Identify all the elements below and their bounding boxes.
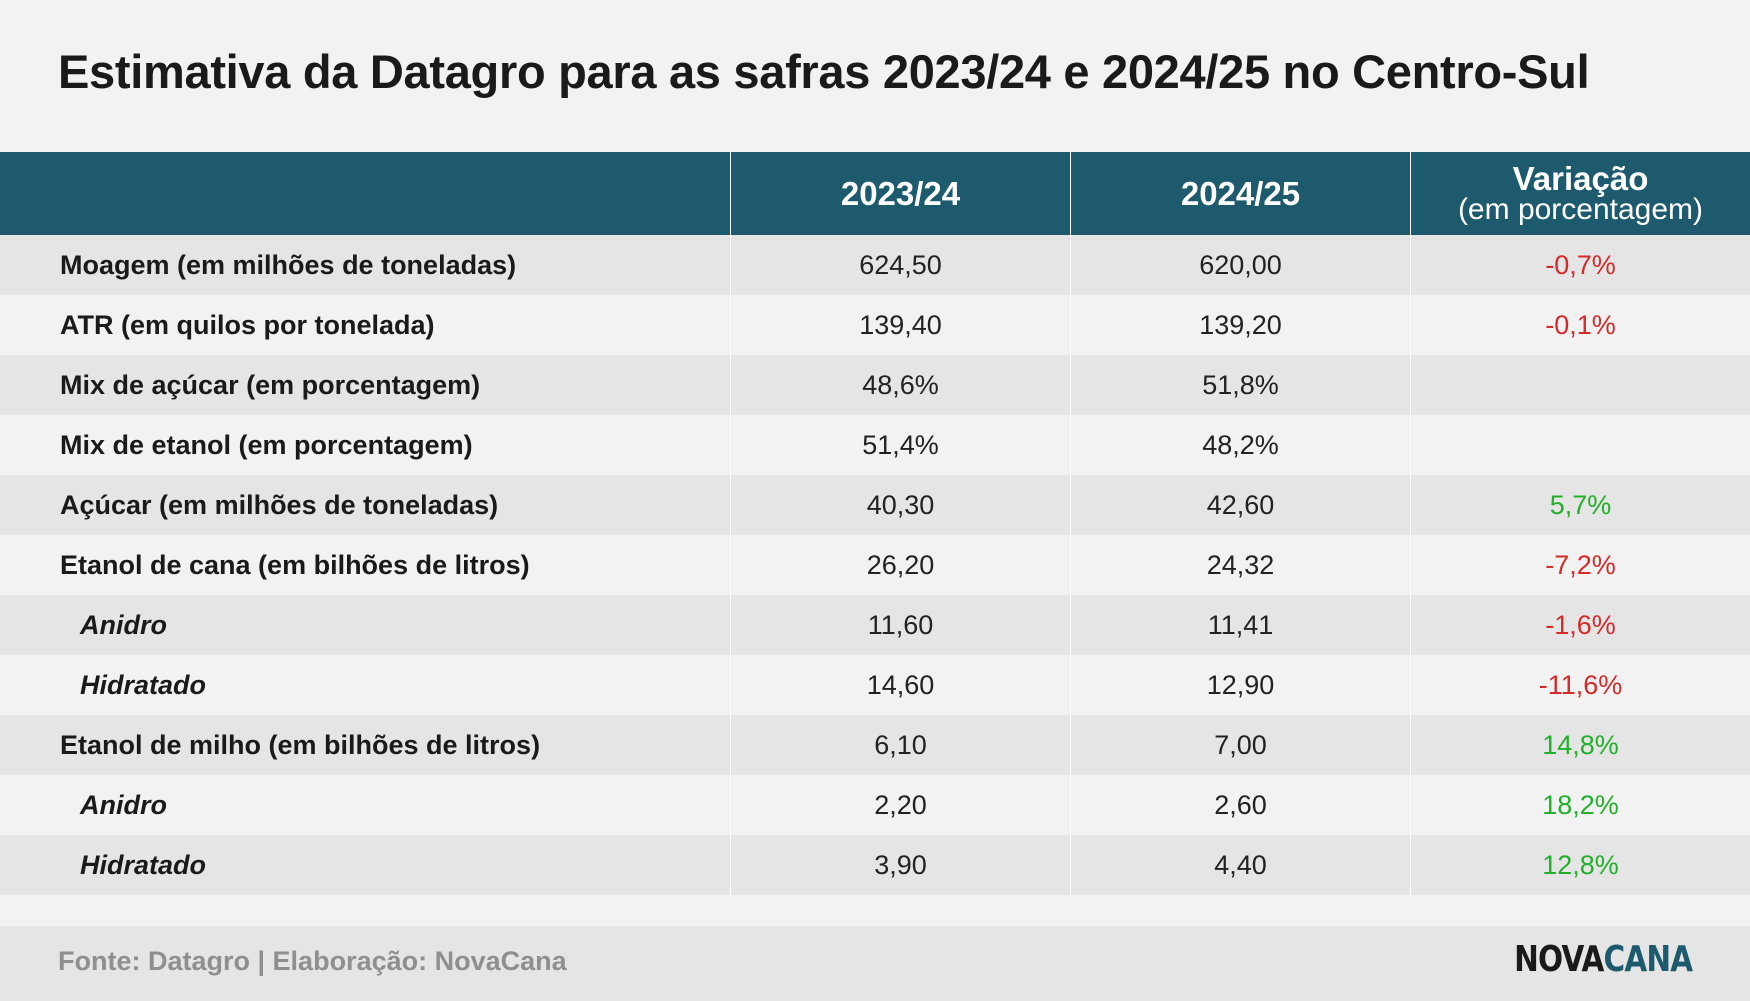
table-row: Etanol de cana (em bilhões de litros) 26,… (0, 535, 1750, 595)
logo-part-nova: NOVA (1513, 939, 1604, 980)
row-label: Hidratado (80, 669, 207, 700)
table-header-row: 2023/24 2024/25 Variação (em porcentagem… (0, 152, 1750, 235)
header-2023-24: 2023/24 (730, 152, 1070, 235)
value-2024-25: 24,32 (1070, 535, 1410, 595)
row-label: Etanol de cana (em bilhões de litros) (60, 549, 530, 580)
variation-value: -1,6% (1410, 595, 1750, 655)
value-2023-24: 48,6% (730, 355, 1070, 415)
table-row: Mix de etanol (em porcentagem) 51,4% 48,2% (0, 415, 1750, 475)
row-label: Hidratado (80, 849, 207, 880)
value-2023-24: 6,10 (730, 715, 1070, 775)
table-row: Anidro 11,60 11,41 -1,6% (0, 595, 1750, 655)
variation-value: 14,8% (1410, 715, 1750, 775)
value-2024-25: 42,60 (1070, 475, 1410, 535)
value-2024-25: 11,41 (1070, 595, 1410, 655)
value-2024-25: 7,00 (1070, 715, 1410, 775)
row-label: Mix de açúcar (em porcentagem) (60, 369, 481, 400)
value-2023-24: 40,30 (730, 475, 1070, 535)
table-row: Hidratado 14,60 12,90 -11,6% (0, 655, 1750, 715)
logo-part-cana: CANA (1603, 939, 1693, 980)
row-label: Etanol de milho (em bilhões de litros) (60, 729, 541, 760)
page-title: Estimativa da Datagro para as safras 202… (58, 45, 1590, 98)
variation-value: -0,7% (1410, 235, 1750, 295)
row-label: Moagem (em milhões de toneladas) (60, 249, 517, 280)
value-2024-25: 48,2% (1070, 415, 1410, 475)
value-2023-24: 14,60 (730, 655, 1070, 715)
variation-value: -7,2% (1410, 535, 1750, 595)
variation-value: 18,2% (1410, 775, 1750, 835)
table-row: Mix de açúcar (em porcentagem) 48,6% 51,8% (0, 355, 1750, 415)
value-2024-25: 620,00 (1070, 235, 1410, 295)
value-2023-24: 11,60 (730, 595, 1070, 655)
table-row: Moagem (em milhões de toneladas) 624,50 62… (0, 235, 1750, 295)
footer: Fonte: Datagro | Elaboração: NovaCana NO… (0, 926, 1750, 1001)
value-2023-24: 3,90 (730, 835, 1070, 895)
estimates-table: 2023/24 2024/25 Variação (em porcentagem… (0, 152, 1750, 895)
variation-value: 5,7% (1410, 475, 1750, 535)
value-2023-24: 51,4% (730, 415, 1070, 475)
variation-value (1410, 415, 1750, 475)
value-2023-24: 624,50 (730, 235, 1070, 295)
header-label-cell (0, 152, 730, 235)
variation-value: -11,6% (1410, 655, 1750, 715)
table-row: Hidratado 3,90 4,40 12,8% (0, 835, 1750, 895)
value-2024-25: 12,90 (1070, 655, 1410, 715)
table-body: Moagem (em milhões de toneladas) 624,50 62… (0, 235, 1750, 895)
table-row: ATR (em quilos por tonelada) 139,40 139,20… (0, 295, 1750, 355)
table-row: Etanol de milho (em bilhões de litros) 6,… (0, 715, 1750, 775)
value-2024-25: 4,40 (1070, 835, 1410, 895)
value-2023-24: 26,20 (730, 535, 1070, 595)
variation-value (1410, 355, 1750, 415)
header-variation-unit: (em porcentagem) (1457, 193, 1704, 226)
value-2023-24: 139,40 (730, 295, 1070, 355)
value-2023-24: 2,20 (730, 775, 1070, 835)
row-label: Anidro (80, 609, 167, 640)
variation-value: 12,8% (1410, 835, 1750, 895)
variation-value: -0,1% (1410, 295, 1750, 355)
novacana-logo: NOVACANA (1513, 939, 1693, 980)
row-label: ATR (em quilos por tonelada) (60, 309, 435, 340)
header-2024-25: 2024/25 (1070, 152, 1410, 235)
source-credit: Fonte: Datagro | Elaboração: NovaCana (58, 946, 567, 976)
header-variation: Variação (em porcentagem) (1410, 152, 1750, 235)
row-label: Açúcar (em milhões de toneladas) (60, 489, 499, 520)
row-label: Mix de etanol (em porcentagem) (60, 429, 473, 460)
value-2024-25: 2,60 (1070, 775, 1410, 835)
header-variation-title: Variação (1512, 160, 1649, 197)
table-row: Anidro 2,20 2,60 18,2% (0, 775, 1750, 835)
value-2024-25: 51,8% (1070, 355, 1410, 415)
value-2024-25: 139,20 (1070, 295, 1410, 355)
row-label: Anidro (80, 789, 167, 820)
table-row: Açúcar (em milhões de toneladas) 40,30 42,… (0, 475, 1750, 535)
